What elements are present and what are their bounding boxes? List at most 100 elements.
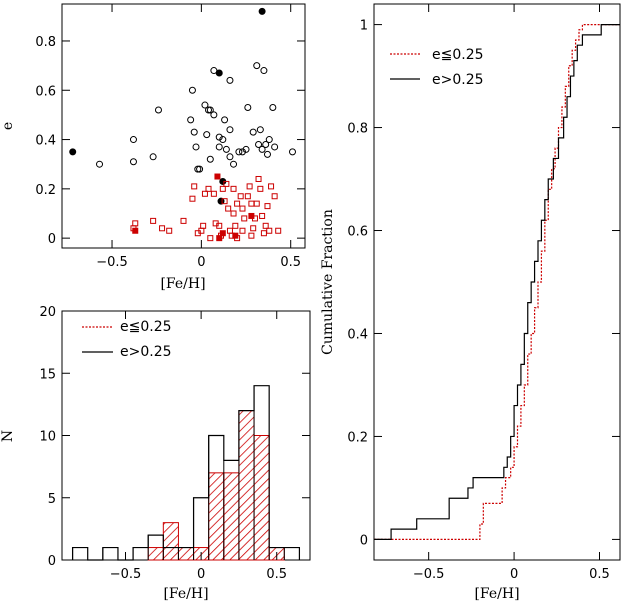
scatter-point-open-square — [234, 200, 241, 207]
scatter-point-open-square — [230, 210, 237, 217]
scatter-point-open-circle — [258, 145, 266, 153]
scatter-point-open-square — [250, 225, 257, 232]
scatter-point-filled-square — [248, 212, 255, 219]
histogram-bar-low-e — [238, 410, 255, 561]
scatter-point-open-circle — [226, 76, 234, 84]
histogram-ytick-label: 10 — [39, 430, 56, 445]
histogram-ytick-label: 5 — [48, 492, 56, 507]
scatter-point-open-circle — [149, 153, 157, 161]
scatter-point-open-square — [166, 227, 173, 234]
histogram-ytick-label: 20 — [39, 305, 56, 320]
scatter-point-open-square — [264, 203, 271, 210]
scatter-point-open-circle — [249, 128, 257, 136]
scatter-point-open-circle — [190, 128, 198, 136]
cumulative-frame — [373, 3, 621, 561]
scatter-point-filled-circle — [215, 69, 223, 77]
cumulative-legend-label-low-e: e≦0.25 — [432, 47, 484, 63]
scatter-point-open-square — [248, 232, 255, 239]
histogram-outline-high-e — [71, 385, 301, 561]
scatter-point-open-square — [207, 235, 214, 242]
scatter-point-open-square — [241, 215, 248, 222]
scatter-ytick-label: 0.6 — [35, 84, 56, 99]
scatter-point-open-square — [210, 190, 217, 197]
scatter-point-open-circle — [255, 140, 263, 148]
scatter-point-open-circle — [206, 106, 214, 114]
histogram-ylabel: N — [0, 430, 16, 442]
scatter-point-open-square — [159, 225, 166, 232]
histogram-bar-low-e — [162, 522, 179, 561]
histogram-legend-label-high-e: e>0.25 — [120, 344, 172, 360]
cumulative-panel: −0.5 0 0.5 0 0.2 0.4 0.6 0.8 1 e≦0.25 e>0.25 [F… — [320, 3, 621, 602]
scatter-point-open-circle — [188, 86, 196, 94]
scatter-point-open-square — [226, 227, 233, 234]
scatter-point-open-circle — [201, 101, 209, 109]
scatter-point-open-square — [205, 185, 212, 192]
scatter-point-open-square — [255, 175, 262, 182]
scatter-point-open-square — [150, 217, 157, 224]
scatter-frame — [61, 3, 306, 249]
scatter-point-open-circle — [288, 148, 296, 156]
scatter-point-open-square — [216, 222, 223, 229]
scatter-xtick-label: 0.5 — [280, 255, 301, 270]
scatter-point-open-square — [225, 205, 232, 212]
cumulative-ytick-label: 0.4 — [347, 327, 368, 342]
scatter-point-open-square — [257, 185, 264, 192]
scatter-point-open-square — [271, 193, 278, 200]
scatter-point-open-square — [262, 222, 269, 229]
cumulative-ytick-label: 0.8 — [347, 122, 368, 137]
scatter-point-filled-circle — [258, 7, 266, 15]
scatter-point-filled-square — [132, 227, 139, 234]
cumulative-line-low-e — [374, 23, 620, 541]
scatter-point-open-circle — [192, 143, 200, 151]
scatter-point-open-square — [132, 220, 139, 227]
scatter-point-open-circle — [244, 104, 252, 112]
scatter-point-open-square — [223, 180, 230, 187]
scatter-ytick-label: 0.4 — [35, 134, 56, 149]
histogram-legend: e≦0.25 e>0.25 — [82, 319, 172, 360]
scatter-point-open-square — [253, 200, 260, 207]
histogram-bar-low-e — [223, 472, 240, 561]
scatter-point-open-circle — [260, 67, 268, 75]
cumulative-xtick-label: 0 — [510, 567, 518, 582]
scatter-point-open-circle — [253, 62, 261, 70]
scatter-point-open-square — [260, 230, 267, 237]
scatter-point-open-circle — [235, 148, 243, 156]
histogram-xtick-label: 0 — [197, 567, 205, 582]
histogram-xtick-label: −0.5 — [110, 567, 142, 582]
histogram-bar-low-e — [208, 472, 225, 561]
scatter-point-open-circle — [210, 111, 218, 119]
scatter-point-open-square — [248, 200, 255, 207]
scatter-point-open-circle — [226, 126, 234, 134]
scatter-point-open-circle — [215, 143, 223, 151]
scatter-xtick-label: −0.5 — [96, 255, 128, 270]
scatter-ytick-label: 0.8 — [35, 35, 56, 50]
scatter-point-open-square — [268, 183, 275, 190]
scatter-point-open-circle — [206, 155, 214, 163]
scatter-point-open-square — [191, 183, 198, 190]
cumulative-ytick-label: 1 — [360, 19, 368, 34]
scatter-point-open-square — [266, 227, 273, 234]
scatter-point-filled-square — [232, 232, 239, 239]
scatter-point-open-square — [246, 183, 253, 190]
scatter-point-open-square — [219, 185, 226, 192]
scatter-point-open-circle — [196, 165, 204, 173]
cumulative-ylabel: Cumulative Fraction — [320, 209, 336, 355]
histogram-panel: −0.5 0 0.5 0 5 10 15 20 e≦0.25 e>0.25 [Fe/H] N — [0, 305, 311, 602]
scatter-point-open-square — [275, 227, 282, 234]
cumulative-xtick-label: −0.5 — [413, 567, 445, 582]
scatter-point-open-circle — [242, 145, 250, 153]
scatter-point-open-square — [221, 198, 228, 205]
cumulative-legend: e≦0.25 e>0.25 — [390, 47, 484, 88]
cumulative-ytick-label: 0 — [360, 533, 368, 548]
scatter-point-open-circle — [221, 116, 229, 124]
cumulative-line-high-e — [374, 23, 620, 541]
scatter-ytick-label: 0 — [48, 232, 56, 247]
histogram-bar-low-e — [253, 435, 270, 561]
scatter-point-open-square — [259, 212, 266, 219]
scatter-point-open-circle — [203, 131, 211, 139]
scatter-point-open-circle — [226, 153, 234, 161]
scatter-ylabel: e — [0, 122, 16, 130]
scatter-point-open-circle — [129, 158, 137, 166]
scatter-xlabel: [Fe/H] — [160, 276, 205, 292]
scatter-point-filled-square — [214, 173, 221, 180]
